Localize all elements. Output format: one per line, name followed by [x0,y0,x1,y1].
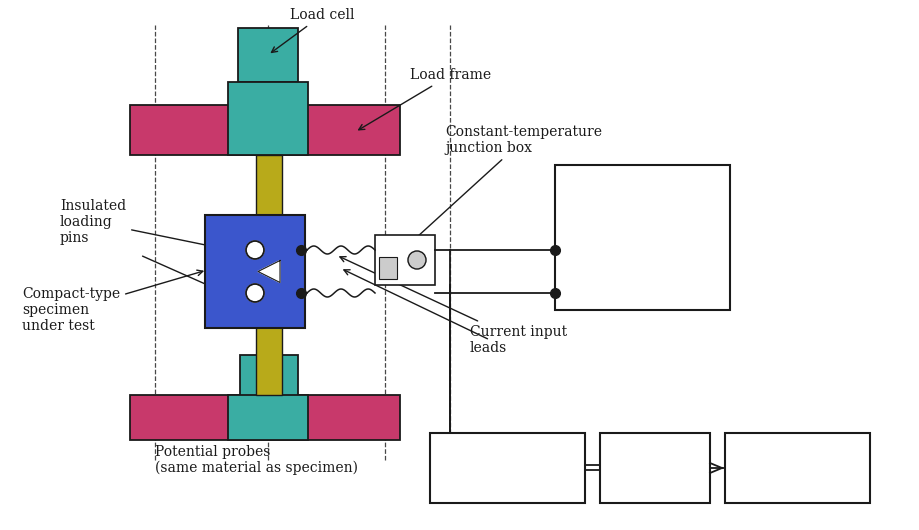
Bar [429,433,584,503]
Text: Offset
control: Offset control [630,453,679,483]
Bar [228,82,308,155]
Circle shape [245,241,264,259]
Bar [205,215,305,328]
Bar [379,257,397,279]
Text: 50-A
stabilized
constant-current
power supply: 50-A stabilized constant-current power s… [583,206,701,269]
Text: Load cell: Load cell [271,8,354,52]
Bar [130,105,400,155]
Text: Constant-temperature
junction box: Constant-temperature junction box [408,125,601,245]
Bar [554,165,729,310]
Text: Nano- or
microvoltmeter: Nano- or microvoltmeter [452,453,562,483]
Bar [228,395,308,440]
Bar [255,155,282,215]
Circle shape [407,251,425,269]
Bar [599,433,709,503]
Bar [255,325,282,395]
Text: Strip-chart
recorder: Strip-chart recorder [758,453,835,483]
Bar [724,433,869,503]
Bar [238,28,298,82]
Text: Insulated
loading
pins: Insulated loading pins [60,199,225,251]
Polygon shape [257,261,279,282]
Bar [375,235,435,285]
Circle shape [245,284,264,302]
Bar [240,355,298,400]
Text: Potential probes
(same material as specimen): Potential probes (same material as speci… [154,399,357,475]
Bar [130,395,400,440]
Text: Current input
leads: Current input leads [339,257,566,355]
Text: Compact-type
specimen
under test: Compact-type specimen under test [22,270,202,333]
Text: Load frame: Load frame [358,68,491,130]
